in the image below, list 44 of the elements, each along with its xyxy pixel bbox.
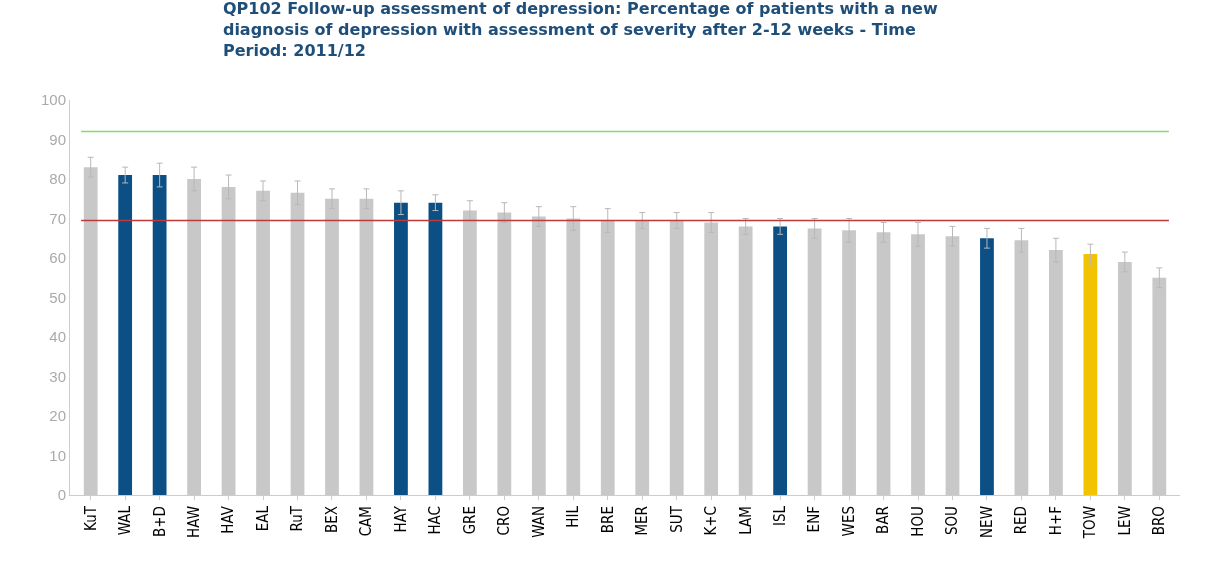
y-tick-label: 40 — [49, 328, 66, 346]
x-tick-label: RuT — [288, 505, 307, 532]
x-tick-label: SUT — [667, 505, 686, 533]
x-tick-label: ENF — [805, 506, 824, 533]
x-tick-label: RED — [1012, 506, 1031, 535]
x-tick-label: HAY — [391, 505, 410, 533]
x-tick-label: ISL — [770, 505, 789, 527]
y-tick-label: 70 — [49, 209, 66, 227]
x-tick-label: HAV — [219, 505, 238, 534]
y-tick-label: 0 — [57, 486, 66, 504]
x-tick-label: B+D — [150, 506, 169, 537]
x-tick-label: HAW — [184, 506, 203, 538]
x-tick-label: LAM — [736, 506, 755, 535]
x-tick-label: HAC — [426, 506, 445, 535]
x-tick-label: LEW — [1115, 506, 1134, 536]
x-tick-label: CRO — [495, 506, 514, 536]
y-tick-label: 50 — [49, 288, 66, 306]
x-tick-label: CAM — [357, 506, 376, 537]
chart-title: QP102 Follow-up assessment of depression: Percentage of patients with a new diagnosis of depression with assessment of severity after 2-12 weeks - Time Period: 2011/12 — [222, 0, 938, 60]
x-tick-label: WAN — [529, 506, 548, 538]
x-tick-label: H+F — [1046, 506, 1065, 536]
x-tick-label: KuT — [81, 505, 100, 531]
y-tick-label: 30 — [49, 367, 66, 385]
y-tick-label: 60 — [49, 249, 66, 267]
x-tick-label: HIL — [564, 505, 583, 528]
y-tick-label: 80 — [49, 170, 66, 188]
x-tick-label: BRE — [598, 506, 617, 534]
x-tick-label: GRE — [460, 506, 479, 535]
x-tick-label: BAR — [874, 506, 893, 534]
y-tick-label: 20 — [49, 407, 66, 425]
x-tick-label: SOU — [943, 506, 962, 536]
x-tick-label: K+C — [702, 506, 721, 536]
x-tick-label: WAL — [116, 505, 135, 536]
x-tick-label: HOU — [908, 506, 927, 537]
x-tick-label: TOW — [1081, 506, 1100, 540]
y-tick-label: 90 — [49, 130, 66, 148]
y-tick-label: 10 — [49, 446, 66, 464]
x-tick-label: BRO — [1150, 506, 1169, 536]
x-tick-label: WES — [839, 506, 858, 537]
x-tick-label: NEW — [977, 506, 996, 538]
x-tick-label: BEX — [322, 506, 341, 534]
y-tick-label: 100 — [40, 91, 66, 109]
x-tick-label: EAL — [253, 505, 272, 532]
x-tick-label: MER — [633, 506, 652, 536]
